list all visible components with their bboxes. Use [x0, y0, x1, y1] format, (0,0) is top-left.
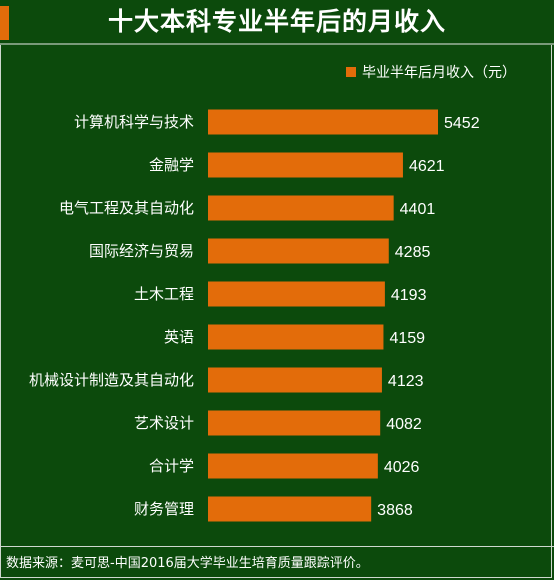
value-label-5: 4159 — [389, 330, 425, 347]
category-label-4: 土木工程 — [134, 285, 194, 303]
bar-5 — [208, 324, 384, 350]
value-label-2: 4401 — [400, 201, 436, 218]
legend-swatch — [346, 67, 356, 77]
bar-3 — [208, 238, 389, 264]
value-label-4: 4193 — [391, 287, 427, 304]
bar-8 — [208, 453, 378, 479]
bar-6 — [208, 367, 382, 393]
category-label-0: 计算机科学与技术 — [74, 113, 194, 131]
title-accent-mark — [0, 6, 9, 40]
bar-9 — [208, 496, 372, 522]
category-label-9: 财务管理 — [134, 500, 194, 518]
legend: 毕业半年后月收入（元） — [346, 62, 516, 82]
bar-4 — [208, 281, 385, 307]
value-label-0: 5452 — [444, 115, 480, 132]
title-bar: 十大本科专业半年后的月收入 — [0, 0, 554, 44]
source-note: 数据来源：麦可思-中国2016届大学毕业生培育质量跟踪评价。 — [6, 556, 369, 571]
category-label-7: 艺术设计 — [134, 414, 194, 432]
category-label-2: 电气工程及其自动化 — [59, 199, 194, 217]
value-label-7: 4082 — [386, 416, 422, 433]
bar-7 — [208, 410, 381, 436]
chart-title: 十大本科专业半年后的月收入 — [107, 7, 446, 36]
title-divider — [0, 43, 554, 45]
bar-1 — [208, 152, 403, 178]
value-label-3: 4285 — [395, 244, 431, 261]
value-label-9: 3868 — [377, 502, 413, 519]
category-label-8: 合计学 — [149, 457, 194, 475]
value-label-6: 4123 — [388, 373, 424, 390]
category-label-1: 金融学 — [149, 156, 194, 174]
bar-chart: 计算机科学与技术 5452 金融学 4621 电气工程及其自动化 4401 国际经济与贸易 4… — [29, 109, 480, 522]
value-label-1: 4621 — [409, 158, 445, 175]
category-label-6: 机械设计制造及其自动化 — [29, 371, 194, 389]
bar-0 — [208, 109, 438, 135]
footer-divider — [0, 546, 554, 547]
category-label-5: 英语 — [164, 328, 194, 346]
value-label-8: 4026 — [384, 459, 420, 476]
bar-2 — [208, 195, 394, 221]
legend-label: 毕业半年后月收入（元） — [362, 65, 516, 81]
category-label-3: 国际经济与贸易 — [89, 242, 194, 260]
